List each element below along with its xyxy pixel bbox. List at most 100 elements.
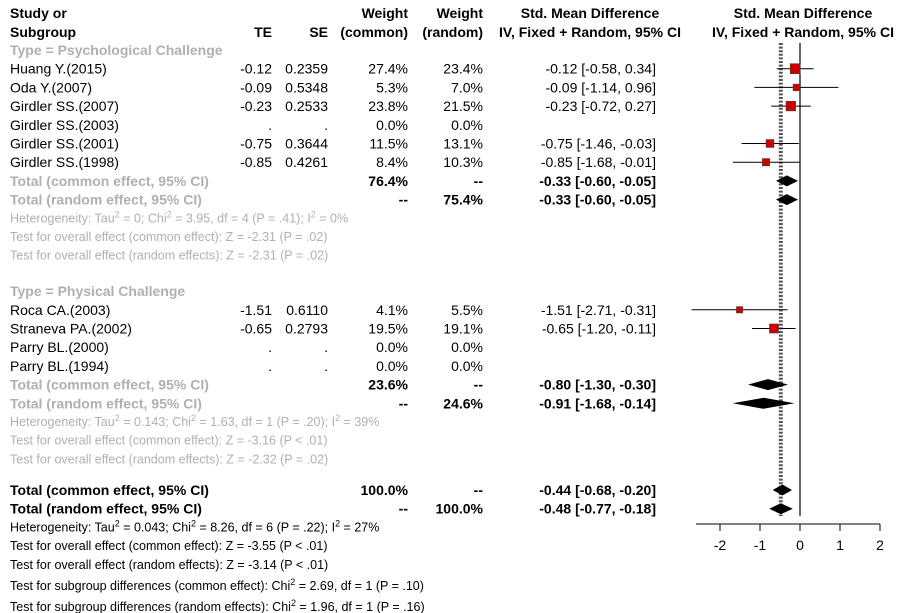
study-se: 0.5348: [285, 79, 328, 95]
study-te: .: [268, 339, 272, 355]
x-axis-tick-label: -2: [714, 537, 727, 553]
study-name: Girdler SS.(1998): [10, 154, 119, 170]
study-name: Straneva PA.(2002): [10, 321, 132, 337]
study-square: [765, 139, 775, 148]
note-text-part: Test for overall effect (common effect):…: [10, 230, 328, 244]
study-square: [762, 158, 770, 167]
superscript: 2: [115, 518, 120, 528]
study-ci: -1.51 [-2.71, -0.31]: [541, 302, 656, 318]
subgroup-label: Type = Physical Challenge: [10, 283, 185, 299]
subgroup-total-common-diamond: [748, 379, 788, 391]
study-te: -0.12: [240, 61, 272, 77]
note-text-part: Heterogeneity: Tau: [10, 211, 115, 225]
study-weight-random: 0.0%: [451, 358, 483, 374]
study-weight-common: 11.5%: [369, 136, 408, 152]
note-text-part: Test for overall effect (common effect):…: [10, 539, 328, 553]
x-axis-tick-label: 0: [796, 537, 804, 553]
study-ci: -0.09 [-1.14, 0.96]: [545, 79, 656, 95]
note-text-part: Heterogeneity: Tau: [10, 415, 115, 429]
subgroup-label: Type = Psychological Challenge: [10, 42, 223, 58]
subgroup-total-common-ci: -0.80 [-1.30, -0.30]: [539, 377, 656, 393]
study-square: [785, 101, 796, 112]
study-se: .: [324, 339, 328, 355]
subgroup-note: Heterogeneity: Tau2 = 0.143; Chi2 = 1.63…: [10, 413, 379, 429]
note-text-part: = 39%: [340, 415, 379, 429]
study-te: -0.09: [240, 79, 272, 95]
subgroup-total-common-ci: -0.33 [-0.60, -0.05]: [539, 173, 656, 189]
subgroup-total-random-weight-random: 24.6%: [443, 395, 483, 411]
note-text-part: Heterogeneity: Tau: [10, 520, 115, 534]
overall-total-common-weight-random: --: [474, 482, 484, 498]
superscript: 2: [311, 209, 316, 219]
subgroup-total-common-label: Total (common effect, 95% CI): [10, 173, 209, 189]
study-weight-common: 0.0%: [376, 117, 408, 133]
study-te: -0.85: [240, 154, 272, 170]
overall-note: Heterogeneity: Tau2 = 0.043; Chi2 = 8.26…: [10, 518, 379, 534]
header-weight-random: Weight: [437, 5, 484, 21]
study-se: .: [324, 117, 328, 133]
study-te: .: [268, 358, 272, 374]
study-weight-common: 5.3%: [376, 79, 408, 95]
superscript: 2: [191, 518, 196, 528]
overall-total-common-label: Total (common effect, 95% CI): [10, 482, 209, 498]
overall-note: Test for subgroup differences (random ef…: [10, 598, 425, 613]
header-smd: Std. Mean Difference: [521, 5, 660, 21]
study-weight-random: 0.0%: [451, 117, 483, 133]
header-plot-smd: Std. Mean Difference: [734, 5, 873, 21]
study-te: -1.51: [240, 302, 272, 318]
subgroup-note: Test for overall effect (common effect):…: [10, 434, 328, 448]
subgroup-total-common-label: Total (common effect, 95% CI): [10, 377, 209, 393]
study-name: Girdler SS.(2003): [10, 117, 119, 133]
superscript: 2: [191, 413, 196, 423]
note-text-part: = 0.143; Chi: [120, 415, 191, 429]
study-ci: -0.12 [-0.58, 0.34]: [545, 61, 656, 77]
subgroup-total-common-weight-common: 76.4%: [368, 173, 408, 189]
superscript: 2: [291, 598, 296, 608]
header-weight-random-sub: (random): [422, 24, 483, 40]
study-name: Parry BL.(1994): [10, 358, 109, 374]
study-weight-common: 27.4%: [368, 61, 408, 77]
header-study: Study or: [10, 5, 67, 21]
overall-total-random-label: Total (random effect, 95% CI): [10, 501, 202, 517]
study-se: 0.6110: [286, 302, 328, 318]
subgroup-total-random-label: Total (random effect, 95% CI): [10, 395, 202, 411]
note-text-part: = 0.043; Chi: [120, 520, 191, 534]
study-weight-common: 0.0%: [376, 339, 408, 355]
study-name: Roca CA.(2003): [10, 302, 110, 318]
study-se: 0.3644: [285, 136, 328, 152]
study-name: Oda Y.(2007): [10, 79, 92, 95]
note-text-part: Test for overall effect (random effects)…: [10, 249, 328, 263]
overall-note: Test for overall effect (random effects)…: [10, 558, 328, 572]
overall-note: Test for overall effect (common effect):…: [10, 539, 328, 553]
subgroup-total-random-weight-common: --: [399, 395, 409, 411]
header-smd-method: IV, Fixed + Random, 95% CI: [499, 24, 681, 40]
header-plot-method: IV, Fixed + Random, 95% CI: [712, 24, 894, 40]
study-weight-common: 0.0%: [376, 358, 408, 374]
study-square: [792, 83, 801, 92]
study-weight-random: 10.3%: [443, 154, 483, 170]
note-text-part: Test for overall effect (common effect):…: [10, 434, 328, 448]
study-weight-common: 19.5%: [368, 321, 408, 337]
overall-total-common-diamond: [772, 484, 792, 496]
superscript: 2: [167, 209, 172, 219]
note-text-part: = 2.69, df = 1 (P = .10): [295, 579, 424, 593]
subgroup-total-common-weight-random: --: [474, 377, 484, 393]
study-square: [736, 306, 744, 314]
study-te: .: [268, 117, 272, 133]
note-text-part: = 1.96, df = 1 (P = .16): [296, 600, 425, 613]
subgroup-total-random-diamond: [732, 397, 795, 409]
x-axis-tick-label: 1: [836, 537, 844, 553]
note-text-part: = 0%: [316, 211, 348, 225]
study-se: 0.2359: [285, 61, 328, 77]
study-square: [769, 323, 779, 334]
overall-total-random-weight-random: 100.0%: [436, 501, 484, 517]
subgroup-total-random-diamond: [776, 194, 798, 206]
study-weight-common: 8.4%: [376, 154, 408, 170]
note-text-part: = 8.26, df = 6 (P = .22); I: [196, 520, 335, 534]
study-ci: -0.85 [-1.68, -0.01]: [541, 154, 656, 170]
study-weight-common: 4.1%: [376, 302, 408, 318]
subgroup-note: Heterogeneity: Tau2 = 0; Chi2 = 3.95, df…: [10, 209, 348, 225]
overall-total-random-ci: -0.48 [-0.77, -0.18]: [539, 501, 656, 517]
